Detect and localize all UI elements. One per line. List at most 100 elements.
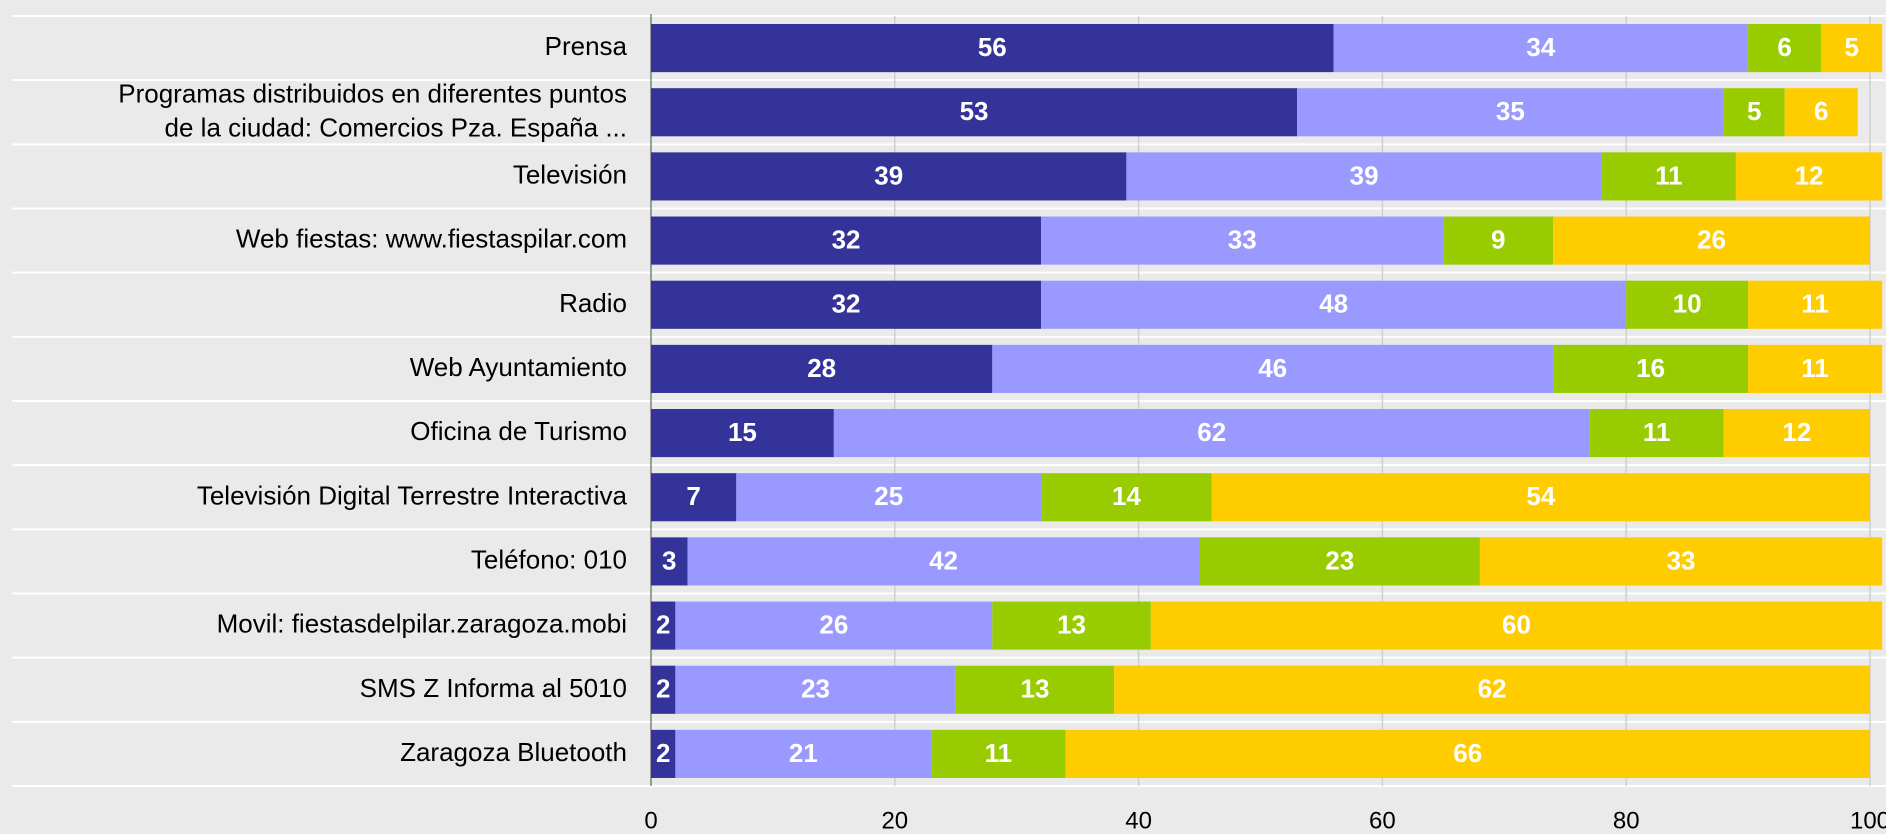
value-label: 28 [807, 353, 836, 383]
category-label: Televisión Digital Terrestre Interactiva [197, 480, 628, 510]
value-label: 12 [1782, 417, 1811, 447]
category-label: Radio [559, 288, 627, 318]
bar-segment [1065, 729, 1870, 778]
value-label: 6 [1814, 96, 1828, 126]
bar-segment [1150, 601, 1883, 650]
value-label: 34 [1526, 32, 1555, 62]
bar-segment [651, 152, 1127, 201]
value-label: 23 [1325, 545, 1354, 575]
category-label: Prensa [545, 31, 628, 61]
bar-segment [1589, 409, 1724, 458]
bar-segment [1333, 24, 1749, 73]
value-label: 11 [1655, 160, 1683, 190]
bar-segment [651, 729, 676, 778]
bar-segment [651, 24, 1334, 73]
bar-segment [1601, 152, 1736, 201]
bar-segment [1211, 473, 1870, 522]
category-label: Televisión [513, 159, 627, 189]
value-label: 11 [985, 738, 1013, 768]
bar-segment [1479, 537, 1883, 586]
value-label: 2 [656, 609, 670, 639]
value-label: 12 [1795, 160, 1824, 190]
value-label: 26 [1697, 224, 1726, 254]
value-label: 39 [874, 160, 903, 190]
bar-segment [651, 344, 993, 393]
value-label: 33 [1228, 224, 1257, 254]
value-label: 10 [1673, 289, 1702, 319]
value-label: 11 [1801, 353, 1829, 383]
value-label: 53 [960, 96, 989, 126]
bar-segment [955, 665, 1115, 714]
bar-segment [1723, 409, 1870, 458]
value-label: 66 [1453, 738, 1482, 768]
value-label: 5 [1747, 96, 1761, 126]
bar-segment [687, 537, 1200, 586]
x-tick-label: 0 [644, 807, 657, 834]
value-label: 2 [656, 674, 670, 704]
value-label: 48 [1319, 289, 1348, 319]
value-label: 56 [978, 32, 1007, 62]
bar-segment [651, 88, 1298, 137]
bar-segment [931, 729, 1066, 778]
value-label: 11 [1801, 289, 1829, 319]
value-label: 3 [662, 545, 676, 575]
bar-segment [675, 729, 932, 778]
bar-segment [1041, 473, 1212, 522]
bar-segment [675, 601, 993, 650]
bar-segment [651, 409, 834, 458]
value-label: 42 [929, 545, 958, 575]
value-label: 2 [656, 738, 670, 768]
value-label: 32 [832, 289, 861, 319]
bar-segment [992, 601, 1151, 650]
category-label: SMS Z Informa al 5010 [360, 673, 627, 703]
bar-segment [651, 216, 1042, 265]
bar-segment [1297, 88, 1724, 137]
x-tick-label: 20 [881, 807, 908, 834]
bar-segment [1723, 88, 1785, 137]
category-label: Teléfono: 010 [471, 544, 627, 574]
value-label: 15 [728, 417, 757, 447]
value-label: 13 [1057, 609, 1086, 639]
value-label: 14 [1112, 481, 1141, 511]
value-label: 54 [1526, 481, 1555, 511]
value-label: 16 [1636, 353, 1665, 383]
bar-segment [992, 344, 1554, 393]
bar-segment [1126, 152, 1602, 201]
category-label: Movil: fiestasdelpilar.zaragoza.mobi [217, 608, 627, 638]
value-label: 21 [789, 738, 818, 768]
value-label: 33 [1667, 545, 1696, 575]
bar-segment [651, 537, 688, 586]
value-label: 23 [801, 674, 830, 704]
value-label: 39 [1350, 160, 1379, 190]
bar-segment [1199, 537, 1480, 586]
bar-segment [651, 473, 737, 522]
bar-segment [1443, 216, 1554, 265]
bar-segment [1735, 152, 1883, 201]
value-label: 6 [1777, 32, 1791, 62]
value-label: 26 [819, 609, 848, 639]
value-label: 7 [686, 481, 700, 511]
value-label: 5 [1844, 32, 1858, 62]
bar-segment [1553, 344, 1749, 393]
bar-segment [651, 665, 676, 714]
value-label: 35 [1496, 96, 1525, 126]
value-label: 9 [1491, 224, 1505, 254]
value-label: 46 [1258, 353, 1287, 383]
bar-segment [675, 665, 956, 714]
bar-segment [1553, 216, 1870, 265]
bar-segment [1748, 280, 1883, 329]
category-label: Oficina de Turismo [410, 416, 627, 446]
value-label: 25 [874, 481, 903, 511]
bar-segment [1748, 24, 1822, 73]
value-label: 62 [1478, 674, 1507, 704]
category-label: Web fiestas: www.fiestaspilar.com [236, 223, 627, 253]
bar-segment [833, 409, 1590, 458]
x-tick-label: 100 [1850, 807, 1886, 834]
bar-segment [1041, 216, 1444, 265]
x-tick-label: 80 [1613, 807, 1640, 834]
value-label: 32 [832, 224, 861, 254]
x-tick-label: 40 [1125, 807, 1152, 834]
bar-segment [1114, 665, 1870, 714]
category-label: Web Ayuntamiento [410, 352, 627, 382]
bar-segment [1041, 280, 1627, 329]
